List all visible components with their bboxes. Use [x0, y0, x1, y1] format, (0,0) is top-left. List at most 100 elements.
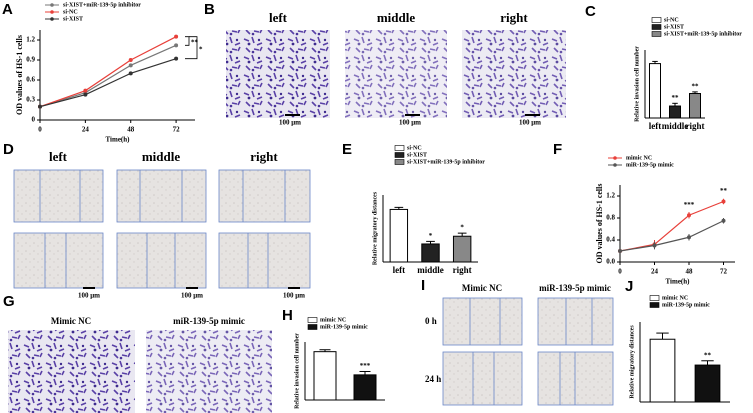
micrograph: [8, 330, 135, 413]
annotation: *: [429, 232, 433, 240]
y-tick-label: 0.9: [26, 56, 35, 64]
legend-swatch: [394, 145, 405, 151]
x-tick-label: 72: [720, 268, 728, 276]
legend-swatch: [307, 317, 318, 323]
point: [721, 199, 726, 204]
image-label: Mimic NC: [462, 283, 502, 293]
image-label: middle: [142, 149, 181, 164]
scale-label: 100 μm: [181, 292, 203, 300]
y-axis-label: OD values of HS-1 cells: [595, 184, 604, 264]
x-tick-label: 48: [686, 268, 694, 276]
point: [83, 88, 88, 93]
legend-swatch: [394, 152, 405, 158]
annotation: **: [191, 39, 199, 47]
x-tick-label: middle: [417, 265, 444, 275]
point: [128, 63, 133, 68]
x-tick-label: left: [393, 265, 406, 275]
point: [687, 213, 691, 218]
y-tick-label: 0.6: [26, 76, 35, 84]
panel-letter: H: [282, 307, 293, 324]
image-label: Mimic NC: [51, 316, 91, 326]
x-tick-label: right: [686, 121, 705, 131]
y-tick-label: 0.0: [606, 258, 615, 266]
image-label: left: [49, 149, 68, 164]
point: [128, 71, 133, 76]
image-label: right: [250, 149, 278, 164]
panel-letter: A: [2, 1, 13, 18]
panel-letter: D: [3, 141, 14, 158]
bar: [421, 243, 440, 263]
bar: [669, 105, 681, 119]
bar: [313, 351, 337, 401]
line-series: [39, 58, 177, 108]
panel-letter: C: [585, 3, 596, 20]
x-tick-label: right: [453, 265, 472, 275]
micrograph: [226, 30, 330, 118]
y-tick-label: 0: [32, 116, 36, 124]
panel-letter: J: [625, 278, 633, 295]
image-label: miR-139-5p mimic: [539, 283, 611, 293]
scale-label: 100 μm: [78, 292, 100, 300]
legend-label: si-XIST: [63, 16, 83, 22]
y-axis-label: Relative migratory distances: [629, 325, 635, 399]
y-axis-label: Relative invasion cell number: [634, 46, 640, 122]
image-label: left: [269, 10, 288, 25]
x-axis-label: Time(h): [106, 136, 131, 144]
legend-label: si-XIST: [407, 152, 427, 158]
scale-label: 100 μm: [283, 292, 305, 300]
scale-label: 100 μm: [519, 119, 541, 127]
x-tick-label: 0: [38, 126, 42, 134]
x-axis-label: Time(h): [666, 278, 691, 286]
legend-label: si-XIST+miR-139-5p inhibitor: [63, 2, 141, 8]
micrograph: [146, 330, 272, 413]
micrographs: [8, 30, 614, 413]
y-tick-label: 0.4: [606, 236, 615, 244]
legend-label: si-NC: [407, 145, 422, 151]
legend-label: si-XIST+miR-139-5p inhibitor: [407, 159, 485, 165]
legend-marker: [50, 10, 54, 14]
image-label: miR-139-5p mimic: [173, 316, 245, 326]
annotation: *: [199, 45, 203, 53]
point: [128, 58, 133, 62]
y-tick-label: 1.2: [606, 192, 615, 200]
point: [83, 92, 88, 97]
line-series: [39, 44, 177, 108]
bar: [694, 364, 721, 403]
image-label: middle: [377, 10, 416, 25]
point: [721, 218, 726, 223]
x-tick-label: 0: [618, 268, 622, 276]
annotation: **: [692, 82, 700, 90]
legend-marker: [613, 156, 617, 160]
annotation: ***: [360, 362, 371, 370]
bar: [353, 374, 377, 401]
scale-label: 100 μm: [399, 119, 421, 127]
annotation: ***: [684, 201, 695, 209]
y-axis-label: OD values of HS-1 cells: [15, 35, 24, 115]
x-tick-label: middle: [662, 121, 689, 131]
line-series: [619, 200, 724, 252]
legend-label: mimic NC: [626, 155, 652, 161]
annotation: **: [720, 187, 728, 195]
annotation: *: [460, 224, 464, 232]
point: [38, 104, 42, 109]
x-tick-label: 48: [127, 126, 135, 134]
x-tick-label: 24: [651, 268, 659, 276]
panel-letter: I: [421, 277, 425, 294]
point: [174, 34, 179, 39]
annotation: **: [704, 351, 712, 359]
bar: [649, 63, 661, 119]
x-tick-label: 24: [82, 126, 90, 134]
bar: [689, 93, 701, 119]
wound-images: [13, 169, 614, 406]
point: [174, 43, 179, 48]
y-tick-label: 0.3: [26, 96, 35, 104]
scale-label: 100 μm: [279, 119, 301, 127]
y-axis-label: Relative migratory distances: [372, 191, 378, 265]
line-series: [39, 36, 177, 108]
panel-letter: F: [553, 141, 562, 158]
legend-label: si-NC: [664, 17, 679, 23]
legend-label: si-NC: [63, 9, 78, 15]
legend-swatch: [394, 159, 405, 165]
panel-letter: B: [204, 1, 215, 18]
